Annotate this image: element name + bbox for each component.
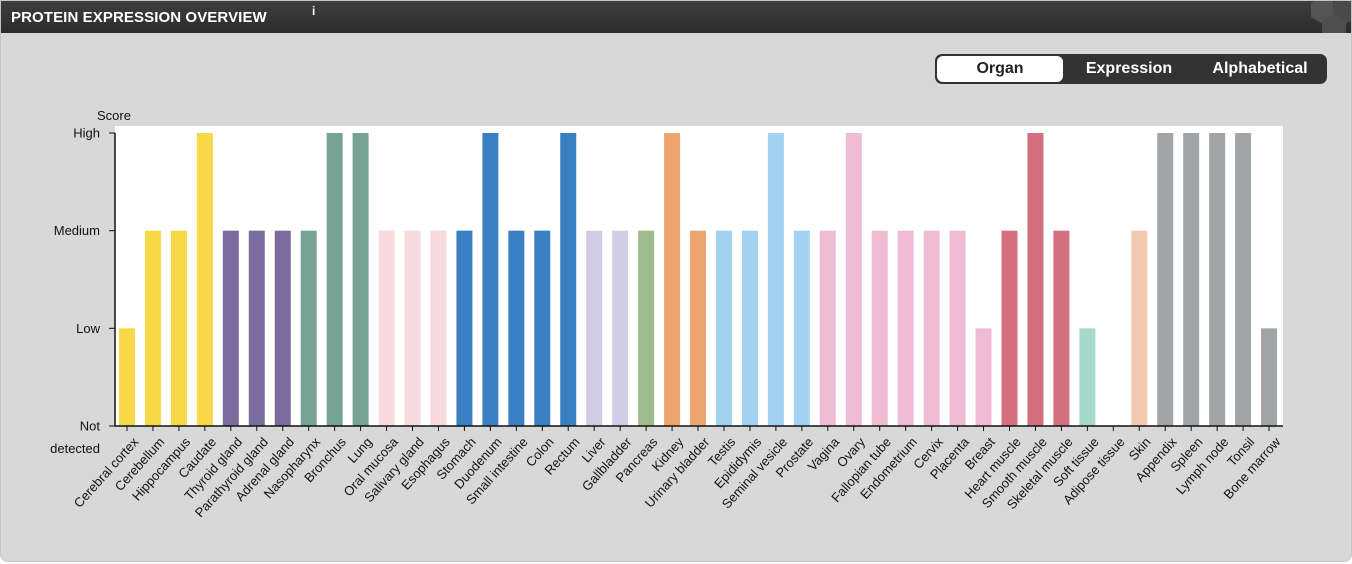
y-tick-label: detected <box>50 441 100 456</box>
bar-spleen[interactable] <box>1183 133 1200 426</box>
y-ticks-group: Not detected Low Medium High <box>50 126 115 456</box>
bar-lung[interactable] <box>352 133 369 426</box>
bar-urinary-bladder[interactable] <box>690 230 707 426</box>
bar-prostate[interactable] <box>793 230 810 426</box>
bar-esophagus[interactable] <box>430 230 447 426</box>
info-icon[interactable]: i <box>312 4 316 18</box>
bar-thyroid-gland[interactable] <box>222 230 239 426</box>
bar-nasopharynx[interactable] <box>300 230 317 426</box>
bar-seminal-vesicle[interactable] <box>767 133 784 426</box>
bar-stomach[interactable] <box>456 230 473 426</box>
bar-kidney[interactable] <box>664 133 681 426</box>
bar-skin[interactable] <box>1131 230 1148 426</box>
bar-cerebral-cortex[interactable] <box>119 328 135 426</box>
bar-liver[interactable] <box>586 230 603 426</box>
y-tick-label: Low <box>76 321 100 336</box>
bar-lymph-node[interactable] <box>1209 133 1226 426</box>
bar-endometrium[interactable] <box>897 230 914 426</box>
bar-parathyroid-gland[interactable] <box>248 230 265 426</box>
bar-testis[interactable] <box>715 230 732 426</box>
bar-tonsil[interactable] <box>1235 133 1252 426</box>
bar-bronchus[interactable] <box>326 133 343 426</box>
bar-rectum[interactable] <box>560 133 577 426</box>
bar-fallopian-tube[interactable] <box>871 230 888 426</box>
y-tick-label: Medium <box>54 223 100 238</box>
panel-title: PROTEIN EXPRESSION OVERVIEW <box>11 9 267 26</box>
bar-cerebellum[interactable] <box>144 230 161 426</box>
bars-group <box>119 133 1278 426</box>
bar-cervix[interactable] <box>923 230 940 426</box>
bar-placenta[interactable] <box>949 230 966 426</box>
sort-alphabetical-button[interactable]: Alphabetical <box>1212 60 1308 77</box>
hexagon-logo-icon <box>1311 1 1351 33</box>
bar-heart-muscle[interactable] <box>1001 230 1018 426</box>
panel-header: PROTEIN EXPRESSION OVERVIEW i <box>1 1 1351 33</box>
bar-soft-tissue[interactable] <box>1079 328 1096 426</box>
bar-ovary[interactable] <box>845 133 862 426</box>
bar-skeletal-muscle[interactable] <box>1053 230 1070 426</box>
x-ticks-group: Cerebral cortexCerebellumHippocampusCaud… <box>71 426 1284 520</box>
bar-salivary-gland[interactable] <box>404 230 421 426</box>
bar-adrenal-gland[interactable] <box>274 230 291 426</box>
bar-colon[interactable] <box>534 230 551 426</box>
bar-gallbladder[interactable] <box>612 230 629 426</box>
bar-pancreas[interactable] <box>638 230 655 426</box>
bar-hippocampus[interactable] <box>170 230 187 426</box>
bar-small-intestine[interactable] <box>508 230 525 426</box>
sort-organ-button[interactable]: Organ <box>937 56 1063 82</box>
bar-vagina[interactable] <box>819 230 836 426</box>
sort-toggle: Organ Expression Alphabetical <box>935 54 1327 84</box>
bar-duodenum[interactable] <box>482 133 499 426</box>
bar-appendix[interactable] <box>1157 133 1174 426</box>
bar-smooth-muscle[interactable] <box>1027 133 1044 426</box>
y-tick-label: High <box>73 126 100 141</box>
sort-expression-button[interactable]: Expression <box>1085 60 1173 77</box>
bar-caudate[interactable] <box>196 133 213 426</box>
bar-bone-marrow[interactable] <box>1261 328 1278 426</box>
bar-epididymis[interactable] <box>741 230 758 426</box>
y-tick-label: Not <box>80 419 101 434</box>
bar-oral-mucosa[interactable] <box>378 230 395 426</box>
y-axis-title: Score <box>97 108 131 123</box>
bar-breast[interactable] <box>975 328 992 426</box>
